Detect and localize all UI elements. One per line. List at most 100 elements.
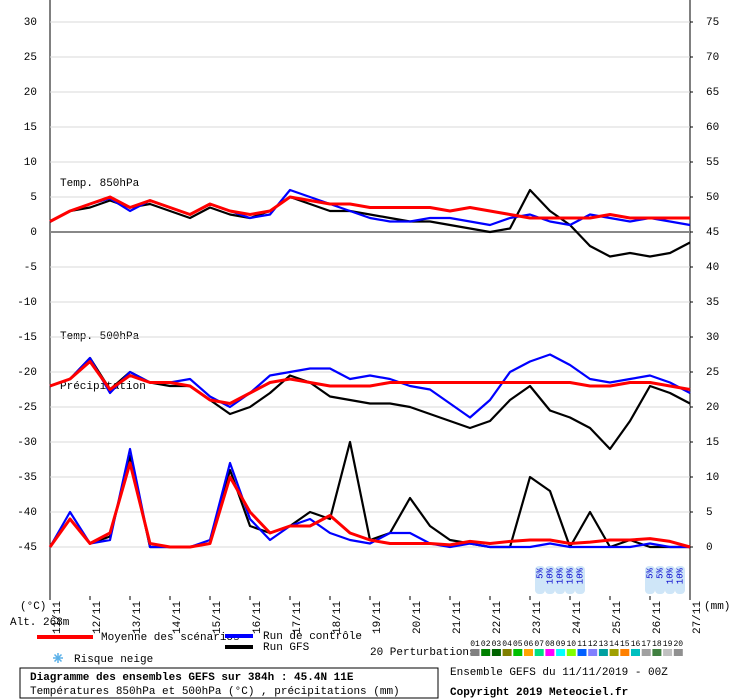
footer-subtitle: Températures 850hPa et 500hPa (°C) , pré… [30, 686, 400, 698]
y2-tick-label: 60 [706, 122, 719, 134]
perturbation-swatch [470, 649, 480, 656]
y2-tick-label: 5 [706, 507, 713, 519]
series-line [49, 360, 691, 405]
footer-box [19, 667, 439, 699]
perturbation-swatch [652, 649, 662, 656]
perturbation-swatch [556, 649, 566, 656]
y-tick-label: -15 [17, 332, 37, 344]
perturbation-swatch [609, 649, 619, 656]
perturbation-swatch [513, 649, 523, 656]
perturbation-swatch [577, 649, 587, 656]
perturbation-swatch [673, 649, 683, 656]
y-tick-label: 25 [24, 52, 37, 64]
snow-risk-label: 5% [655, 567, 665, 578]
y-tick-label: 15 [24, 122, 37, 134]
y2-tick-label: 20 [706, 402, 719, 414]
x-tick-label: 24/11 [572, 601, 584, 634]
y2-tick-label: 40 [706, 262, 719, 274]
y2-tick-label: 55 [706, 157, 719, 169]
y2-axis-unit: (mm) [704, 601, 730, 613]
series-line [49, 447, 690, 549]
x-tick-label: 20/11 [412, 601, 424, 634]
y-tick-label: -25 [17, 402, 37, 414]
perturbation-swatch [491, 649, 501, 656]
snow-risk-label: 5% [535, 567, 545, 578]
perturbation-id: 06 [524, 640, 534, 649]
y-tick-label: -10 [17, 297, 37, 309]
perturbation-swatch [620, 649, 630, 656]
x-tick-label: 17/11 [292, 601, 304, 634]
y2-tick-label: 15 [706, 437, 719, 449]
perturbation-id: 11 [577, 640, 587, 649]
snow-risk-label: 10% [575, 567, 585, 584]
perturbation-id: 09 [556, 640, 566, 649]
y2-tick-label: 35 [706, 297, 719, 309]
y-tick-label: -5 [24, 262, 37, 274]
perturbation-id: 12 [588, 640, 598, 649]
snow-risk [535, 566, 545, 594]
snow-risk-label: 10% [675, 567, 685, 584]
perturbation-id: 08 [545, 640, 555, 649]
perturbation-swatch [598, 649, 608, 656]
y-tick-label: 20 [24, 87, 37, 99]
legend-label: Run GFS [263, 642, 310, 654]
x-tick-label: 22/11 [492, 601, 504, 634]
annotation: Précipitation [60, 381, 146, 393]
y-tick-label: 10 [24, 157, 37, 169]
x-tick-label: 14/11 [172, 601, 184, 634]
snow-risk [675, 566, 685, 594]
perturbation-swatch [524, 649, 533, 656]
perturbation-swatch [481, 649, 491, 656]
perturbation-swatch [588, 649, 598, 656]
snow-legend-label: Risque neige [74, 654, 153, 666]
y2-tick-label: 10 [706, 472, 719, 484]
x-tick-label: 12/11 [92, 601, 104, 634]
series-line [49, 188, 691, 258]
y-tick-label: -35 [17, 472, 37, 484]
snow-risk [655, 566, 665, 594]
plot [48, 21, 693, 600]
y-tick-label: -20 [17, 367, 37, 379]
x-tick-label: 26/11 [652, 601, 664, 634]
y-tick-label: 30 [24, 17, 37, 29]
x-tick-label: 16/11 [252, 601, 264, 634]
x-tick-label: 27/11 [692, 601, 704, 634]
y2-tick-label: 65 [706, 87, 719, 99]
x-tick-label: 19/11 [372, 601, 384, 634]
snow-risk [555, 566, 565, 594]
x-tick-label: 15/11 [212, 601, 224, 634]
y2-tick-label: 75 [706, 17, 719, 29]
snow-risk-label: 10% [665, 567, 675, 584]
y2-tick-label: 70 [706, 52, 719, 64]
perturbation-id: 04 [502, 640, 512, 649]
perturbation-id: 14 [609, 640, 619, 649]
perturbation-swatch [502, 649, 512, 656]
perturbation-swatch [566, 649, 576, 656]
footer-title: Diagramme des ensembles GEFS sur 384h : … [30, 672, 354, 684]
y-tick-label: 5 [30, 192, 37, 204]
y2-tick-label: 30 [706, 332, 719, 344]
perturbation-id: 13 [599, 640, 609, 649]
run-info: Ensemble GEFS du 11/11/2019 - 00Z [450, 667, 668, 679]
perturbation-swatch [534, 649, 544, 656]
snow-risk-label: 5% [645, 567, 655, 578]
x-tick-label: 21/11 [452, 601, 464, 634]
x-tick-label: 11/11 [52, 601, 64, 634]
altitude: Alt. 268m [10, 617, 70, 629]
perturbation-id: 01 [470, 640, 480, 649]
perturbation-id: 10 [566, 640, 576, 649]
x-tick-label: 23/11 [532, 601, 544, 634]
perturbation-id: 07 [534, 640, 544, 649]
perturbation-id: 19 [663, 640, 673, 649]
perturbation-swatch [545, 649, 555, 656]
x-tick-label: 25/11 [612, 601, 624, 634]
snow-risk [575, 566, 585, 594]
perturbation-id: 15 [620, 640, 630, 649]
legend-label: Run de contrôle [263, 631, 362, 643]
perturbation-id: 03 [492, 640, 502, 649]
snow-risk [665, 566, 675, 594]
perturbation-swatch [641, 649, 651, 656]
snow-risk [565, 566, 575, 594]
y2-tick-label: 25 [706, 367, 719, 379]
